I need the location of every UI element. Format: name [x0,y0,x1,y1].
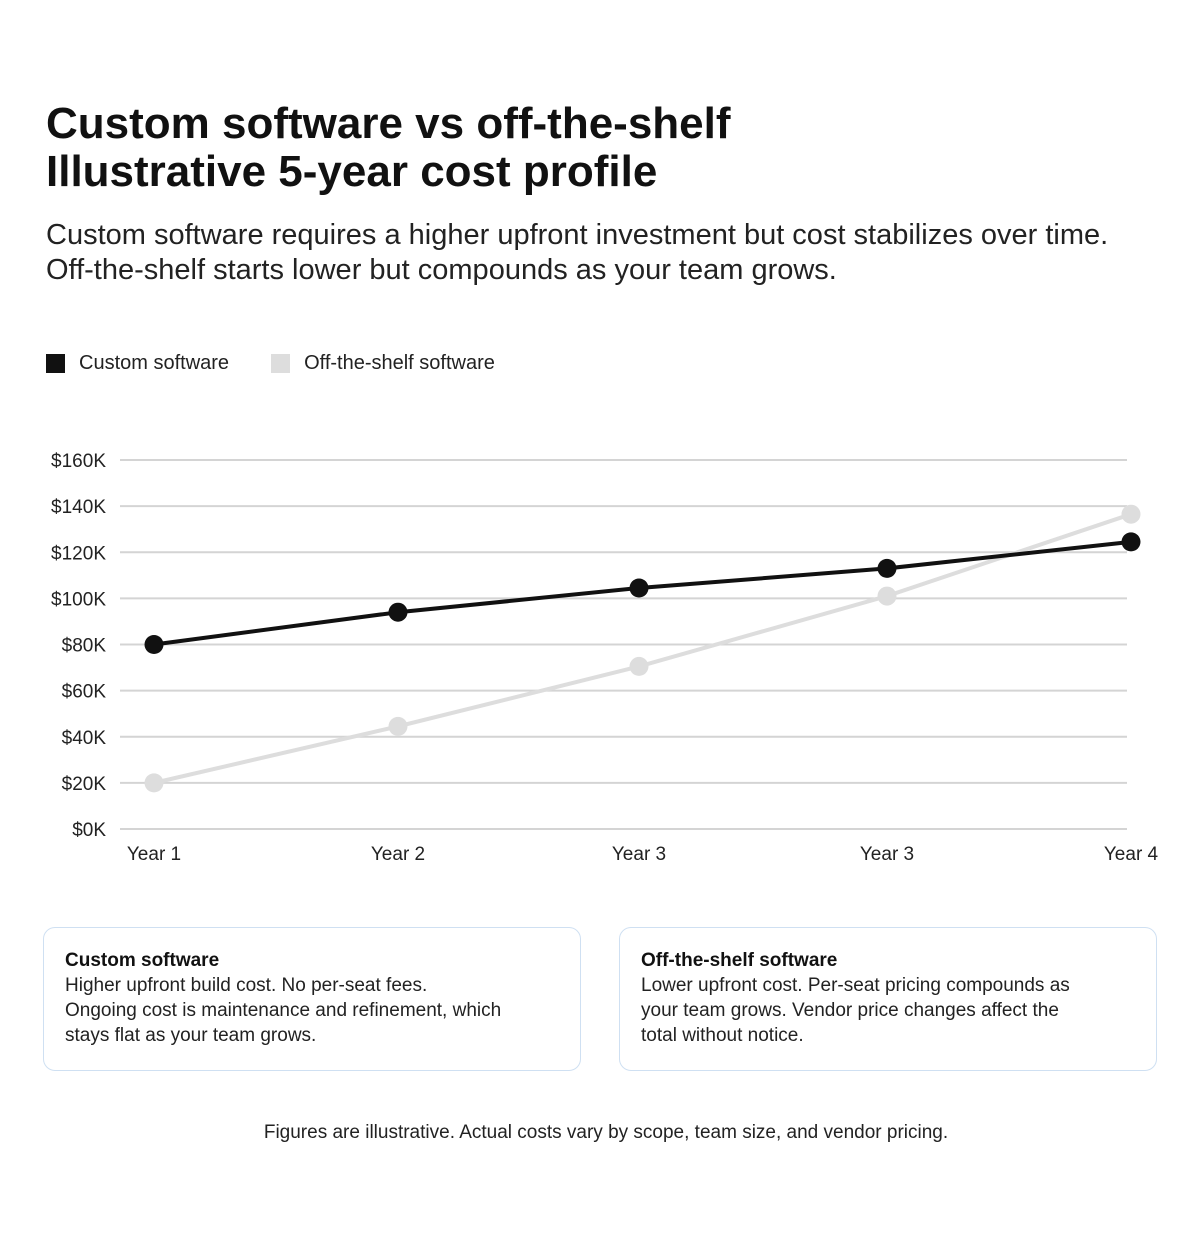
y-tick-label: $100K [51,589,106,610]
x-axis-ticks: Year 1 Year 2 Year 3 Year 3 Year 4 [127,844,1159,865]
x-tick-label: Year 4 [1104,844,1159,865]
data-point-custom [388,602,408,622]
y-tick-label: $140K [51,497,106,518]
y-tick-label: $40K [62,728,107,749]
data-point-custom [144,635,164,654]
data-point-off-the-shelf [629,656,649,676]
y-tick-label: $20K [62,774,107,795]
y-tick-label: $60K [62,682,107,703]
off-the-shelf-card: Off-the-shelf software Lower upfront cos… [619,927,1157,1071]
y-tick-label: $80K [62,636,107,657]
series-line-off-the-shelf [152,512,1133,785]
card-text-line: Lower upfront cost. Per-seat pricing com… [641,975,1070,996]
legend-item-custom: Custom software [46,352,229,375]
y-tick-label: $0K [72,820,106,841]
card-text-line: Ongoing cost is maintenance and refineme… [65,1000,502,1021]
footnote: Figures are illustrative. Actual costs v… [263,1122,949,1143]
series-lines [152,512,1133,785]
title-line-1: Custom software vs off-the-shelf [46,99,731,148]
chart-legend: Custom software Off-the-shelf software [46,350,537,376]
card-text-line: Higher upfront build cost. No per-seat f… [65,975,428,996]
grid-lines [120,459,1127,830]
y-tick-label: $120K [51,543,106,564]
data-point-off-the-shelf [144,773,164,793]
data-point-custom [629,578,649,598]
x-tick-label: Year 1 [127,844,181,865]
y-tick-label: $160K [51,451,106,472]
x-tick-label: Year 2 [371,844,425,865]
data-point-off-the-shelf [388,716,408,736]
card-text-line: your team grows. Vendor price changes af… [641,1000,1059,1021]
legend-swatch-custom [46,353,65,373]
chart-subtitle: Custom software requires a higher upfron… [46,219,1109,286]
card-text-line: total without notice. [641,1025,804,1046]
card-title: Off-the-shelf software [641,950,838,971]
legend-label-custom: Custom software [79,351,230,374]
x-tick-label: Year 3 [860,844,914,865]
data-point-custom [877,558,897,578]
x-tick-label: Year 3 [612,844,666,865]
data-point-custom [1121,532,1141,552]
data-point-off-the-shelf [1121,504,1141,524]
card-title: Custom software [65,950,220,971]
legend-label-off-the-shelf: Off-the-shelf software [304,351,495,374]
legend-swatch-off-the-shelf [271,353,291,373]
y-axis-ticks: $0K $20K $40K $60K $80K $100K $120K $140K $160K [51,451,106,841]
title-line-2: Illustrative 5-year cost profile [46,147,658,196]
card-text-line: stays flat as your team grows. [65,1025,317,1046]
data-point-off-the-shelf [877,586,897,606]
chart-title: Custom software vs off-the-shelf Illustr… [46,100,1146,196]
line-chart: $0K$20K$40K$60K$80K$100K$120K$140K$160K … [51,451,1159,865]
custom-software-card: Custom software Higher upfront build cos… [43,927,581,1071]
legend-item-off-the-shelf: Off-the-shelf software [271,352,495,375]
series-points [144,504,1141,793]
